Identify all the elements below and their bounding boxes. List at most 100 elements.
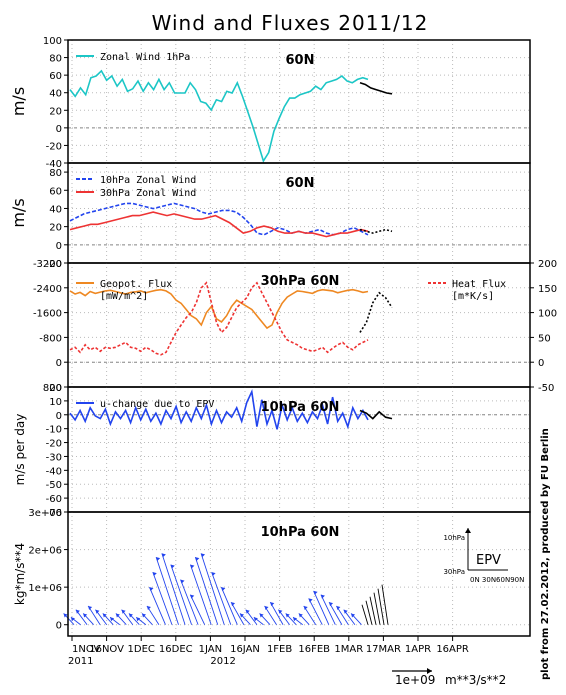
inset-tick-label: 0N 30N60N90N (470, 576, 524, 584)
epv-arrow (170, 564, 193, 625)
epv-arrow-head (231, 602, 236, 607)
epv-arrow-head (201, 553, 206, 558)
series-line-geopot-flux (69, 288, 369, 330)
epv-arrow-head (320, 594, 325, 599)
epv-arrow-head (102, 613, 107, 618)
legend-entry: u-change due to EPV (100, 399, 214, 410)
y-tick-label: -10 (46, 425, 62, 436)
epv-arrow-head (298, 613, 303, 618)
series-line-forecast (359, 82, 393, 95)
epv-arrow (161, 553, 186, 625)
panel-region-label: 60N (286, 53, 315, 68)
epv-arrow-head (190, 564, 195, 569)
epv-arrow-head (115, 613, 120, 618)
y-tick-label: -20 (46, 439, 62, 450)
epv-arrow-head (110, 617, 115, 622)
epv-arrow-head (83, 613, 88, 618)
series-line-10hpa-zonal-wind (69, 202, 369, 236)
panel-p4: 20 10 0 -10 -20 -30 -40 -50 -60 -70 m/s per day 10h… (13, 383, 531, 519)
epv-arrow-head (308, 598, 313, 603)
panel-p5: 3e+06 2e+06 1e+06 0 kg*m/s**4 10hPa 60N 10hPa 3… (13, 508, 531, 637)
legend-entry: Geopot. Flux (100, 279, 172, 290)
epv-arrow-forecast (373, 592, 381, 625)
series-line-zonal-wind-1hpa (69, 69, 369, 163)
y-tick-label: -1600 (33, 309, 62, 320)
inset-legend-label: EPV (476, 553, 501, 568)
series-line-forecast (359, 228, 393, 234)
epv-arrow-head (293, 617, 298, 622)
epv-arrow (211, 571, 232, 625)
epv-arrow (194, 556, 219, 625)
chart-title: Wind and Fluxes 2011/12 (152, 11, 429, 35)
epv-arrow-head (146, 605, 151, 610)
epv-arrow-head (170, 564, 175, 569)
panel-region-label: 60N (286, 176, 315, 191)
x-tick-label: 16APR (436, 644, 469, 655)
epv-arrow-head (264, 605, 269, 610)
epv-arrow-forecast (377, 588, 385, 625)
epv-arrow-head (313, 590, 318, 595)
y-tick-label: -2400 (33, 284, 62, 295)
y-tick-label: 80 (49, 168, 62, 179)
y-tick-label: -20 (46, 141, 62, 152)
epv-arrow-head (259, 613, 264, 618)
series-line-heat-flux (69, 281, 369, 356)
epv-arrow-head (195, 557, 200, 562)
epv-arrow (152, 571, 173, 625)
epv-arrow-head (240, 613, 244, 618)
y-tick-label: 0 (56, 241, 62, 252)
x-year-label: 2012 (210, 656, 235, 667)
epv-arrow-head (278, 609, 283, 614)
scale-arrow-head (427, 668, 432, 674)
y-tick-label: 0 (56, 124, 62, 135)
inset-arrow-head (465, 528, 471, 533)
epv-arrow-head (303, 605, 308, 610)
series-line-forecast (359, 291, 393, 333)
series-line-forecast (359, 409, 393, 420)
y-tick-label: -800 (39, 333, 62, 344)
scale-ref: 1e+09 (395, 673, 435, 687)
epv-arrow-head (149, 587, 154, 592)
epv-arrow-head (152, 572, 157, 577)
inset-tick-label: 30hPa (443, 568, 465, 576)
epv-arrow-head (161, 553, 166, 558)
epv-arrow (336, 605, 349, 625)
epv-arrow-head (343, 609, 348, 614)
epv-arrow-head (245, 609, 250, 614)
x-year-label: 2011 (68, 656, 93, 667)
epv-arrow-forecast (361, 604, 369, 625)
y-tick-label: 100 (43, 36, 62, 47)
epv-arrow-head (121, 609, 126, 614)
y-tick-label: 60 (49, 71, 62, 82)
y-tick-right-label: 150 (538, 284, 557, 295)
epv-arrow (149, 586, 166, 625)
epv-arrow-head (128, 613, 133, 618)
epv-arrow (189, 594, 206, 625)
y-tick-right-label: 100 (538, 309, 557, 320)
y-tick-label: 10 (49, 397, 62, 408)
epv-arrow (220, 586, 238, 625)
epv-arrow-head (95, 609, 100, 614)
epv-arrow-head (329, 602, 334, 607)
series-line-u-change-due-to-epv (69, 388, 369, 430)
epv-arrow-head (75, 609, 80, 614)
x-tick-label: 16FEB (298, 644, 330, 655)
epv-arrow-forecast (369, 596, 377, 625)
legend-unit: [m*K/s] (452, 291, 494, 302)
legend-entry: 10hPa Zonal Wind (100, 175, 196, 186)
legend-unit: [mW/m^2] (100, 291, 148, 302)
epv-arrow-head (211, 572, 216, 577)
y-tick-label: 60 (49, 186, 62, 197)
y-tick-label: -3200 (33, 259, 62, 270)
epv-arrow (146, 605, 160, 625)
scale-legend: 1e+09 m**3/s**2 (392, 668, 506, 687)
y-tick-label: -50 (46, 480, 62, 491)
epv-arrow-forecast (365, 600, 373, 625)
y-tick-label: 3e+06 (28, 508, 62, 519)
epv-arrow (200, 553, 225, 625)
inset-tick-label: 10hPa (443, 534, 465, 542)
x-tick-label: 1FEB (267, 644, 292, 655)
epv-arrow (180, 579, 199, 625)
epv-arrow-head (351, 613, 356, 618)
